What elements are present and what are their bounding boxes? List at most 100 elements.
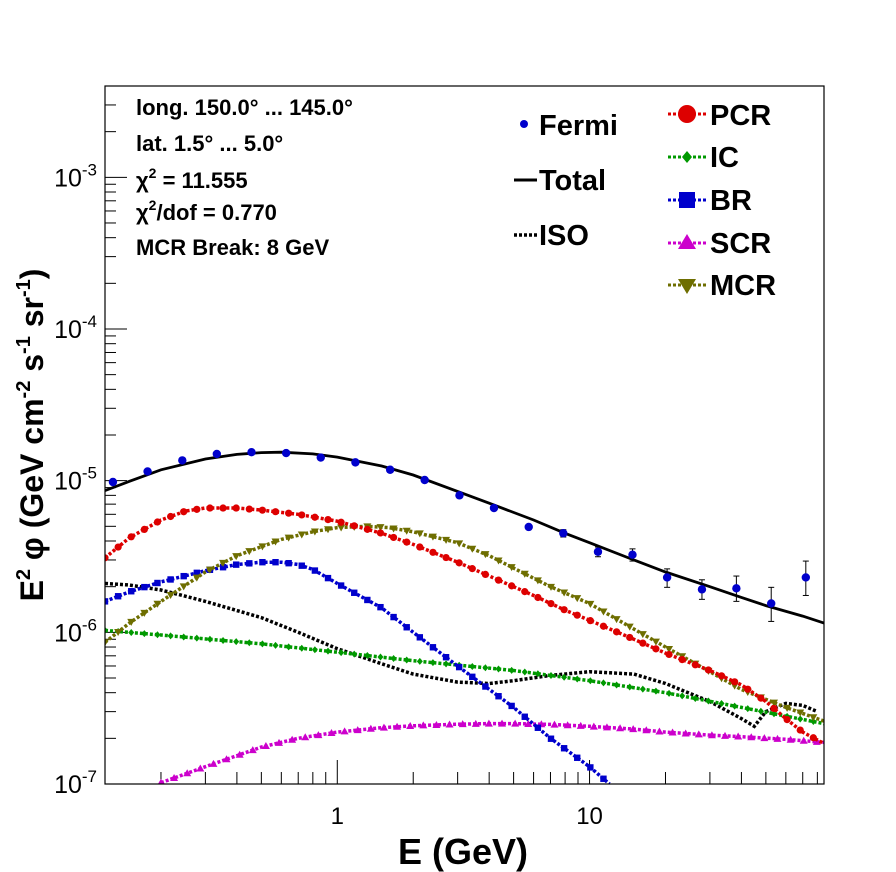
series-br-marker [351,589,358,596]
series-scr-marker [301,733,310,741]
series-mcr-marker [442,536,451,544]
series-ic-marker [587,677,594,685]
series-mcr-marker [612,616,621,624]
series-mcr-marker [783,704,792,712]
series-pcr-marker [298,511,306,519]
series-mcr-marker [520,570,529,578]
series-ic-marker [298,644,305,652]
series-br-marker [364,596,371,604]
series-mcr-marker [297,531,306,539]
series-br-marker [600,775,607,782]
fermi-point [455,491,464,500]
series-scr-marker [642,726,651,734]
legend-mcr-label: MCR [710,270,776,302]
series-ic-marker [810,718,817,726]
series-scr-marker [786,735,795,743]
info-latitude: lat. 1.5° ... 5.0° [136,131,283,156]
series-pcr-marker [271,508,280,516]
fermi-point [801,573,811,582]
series-ic-marker [705,697,712,705]
series-scr-marker [222,755,231,763]
series-br-marker [455,663,463,671]
series-scr-marker [445,720,454,728]
series-mcr-marker [428,533,437,541]
series-ic-marker [193,634,200,642]
series-ic-marker [311,646,318,654]
series-pcr-marker [704,666,713,674]
series-scr-marker [563,721,572,729]
series-br-marker [105,598,109,605]
series-mcr-marker [796,709,805,717]
series-ic-marker [324,647,331,655]
fermi-point [385,465,395,474]
series-ic-marker [718,700,725,708]
series-pcr-marker [626,633,634,642]
legend-ic-label: IC [710,142,739,174]
info-mcr-break: MCR Break: 8 GeV [136,235,330,260]
series-scr-marker [760,734,769,742]
series-pcr-marker [612,628,621,636]
series-pcr-marker [180,508,188,516]
y-tick-label: 10-7 [54,767,97,799]
series-ic-marker [797,715,804,723]
series-ic-marker [128,629,135,637]
series-pcr-marker [429,548,437,556]
series-mcr-marker [337,524,346,532]
series-ic-marker [547,672,554,680]
series-ic-marker [364,652,371,660]
series-ic-marker [508,666,515,674]
series-pcr-marker [127,533,135,541]
series-pcr-marker [560,606,568,614]
series-pcr-marker [521,588,529,596]
series-pcr-marker [508,582,516,590]
series-mcr-marker [105,639,109,647]
y-tick-label: 10-3 [54,160,97,192]
series-mcr-marker [402,527,411,535]
series-ic-marker [351,650,358,658]
series-pcr-marker [403,538,411,546]
fermi-point [316,453,325,462]
y-tick-label: 10-4 [54,312,97,344]
series-mcr-marker [310,528,319,536]
series-scr-marker [747,733,756,741]
series-scr-marker [432,720,441,728]
series-mcr-marker [494,557,503,565]
series-mcr-marker [376,524,385,532]
series-scr-marker [721,731,730,739]
series-pcr-marker [193,505,201,513]
series-br-marker [390,613,397,621]
series-pcr-marker [140,525,148,533]
series-br-marker [272,558,279,566]
series-pcr-marker [639,639,647,647]
legend-fermi-label: Fermi [539,110,618,142]
fermi-point [662,573,672,582]
fermi-points [108,448,811,622]
series-ic-marker [105,626,108,634]
series-ic-marker [731,702,738,710]
series-scr-marker [471,719,480,727]
series-pcr-marker [744,685,752,693]
series-ic-marker [180,633,187,641]
series-pcr-marker [599,622,608,630]
series-br-marker [403,624,410,631]
series-pcr-marker [665,650,673,659]
series-ic-marker [272,641,279,649]
series-br-marker [508,702,515,710]
series-ic-marker [233,638,240,646]
series-br-marker [337,582,345,589]
series-ic-marker [744,705,751,713]
series-mcr-marker [533,577,542,585]
series-scr-marker [576,721,585,729]
fermi-point [559,529,568,538]
series-mcr-marker [481,551,490,559]
series-pcr-marker [389,533,398,542]
series-mcr-marker [455,540,464,548]
series-br-marker [246,560,253,567]
series-pcr-marker [770,704,778,713]
series-pcr-marker [547,599,555,608]
series-br-marker [324,574,332,582]
y-tick-label: 10-6 [54,615,97,647]
series-mcr-marker [205,566,214,574]
series-mcr-marker [192,574,201,582]
fermi-point [593,547,603,556]
